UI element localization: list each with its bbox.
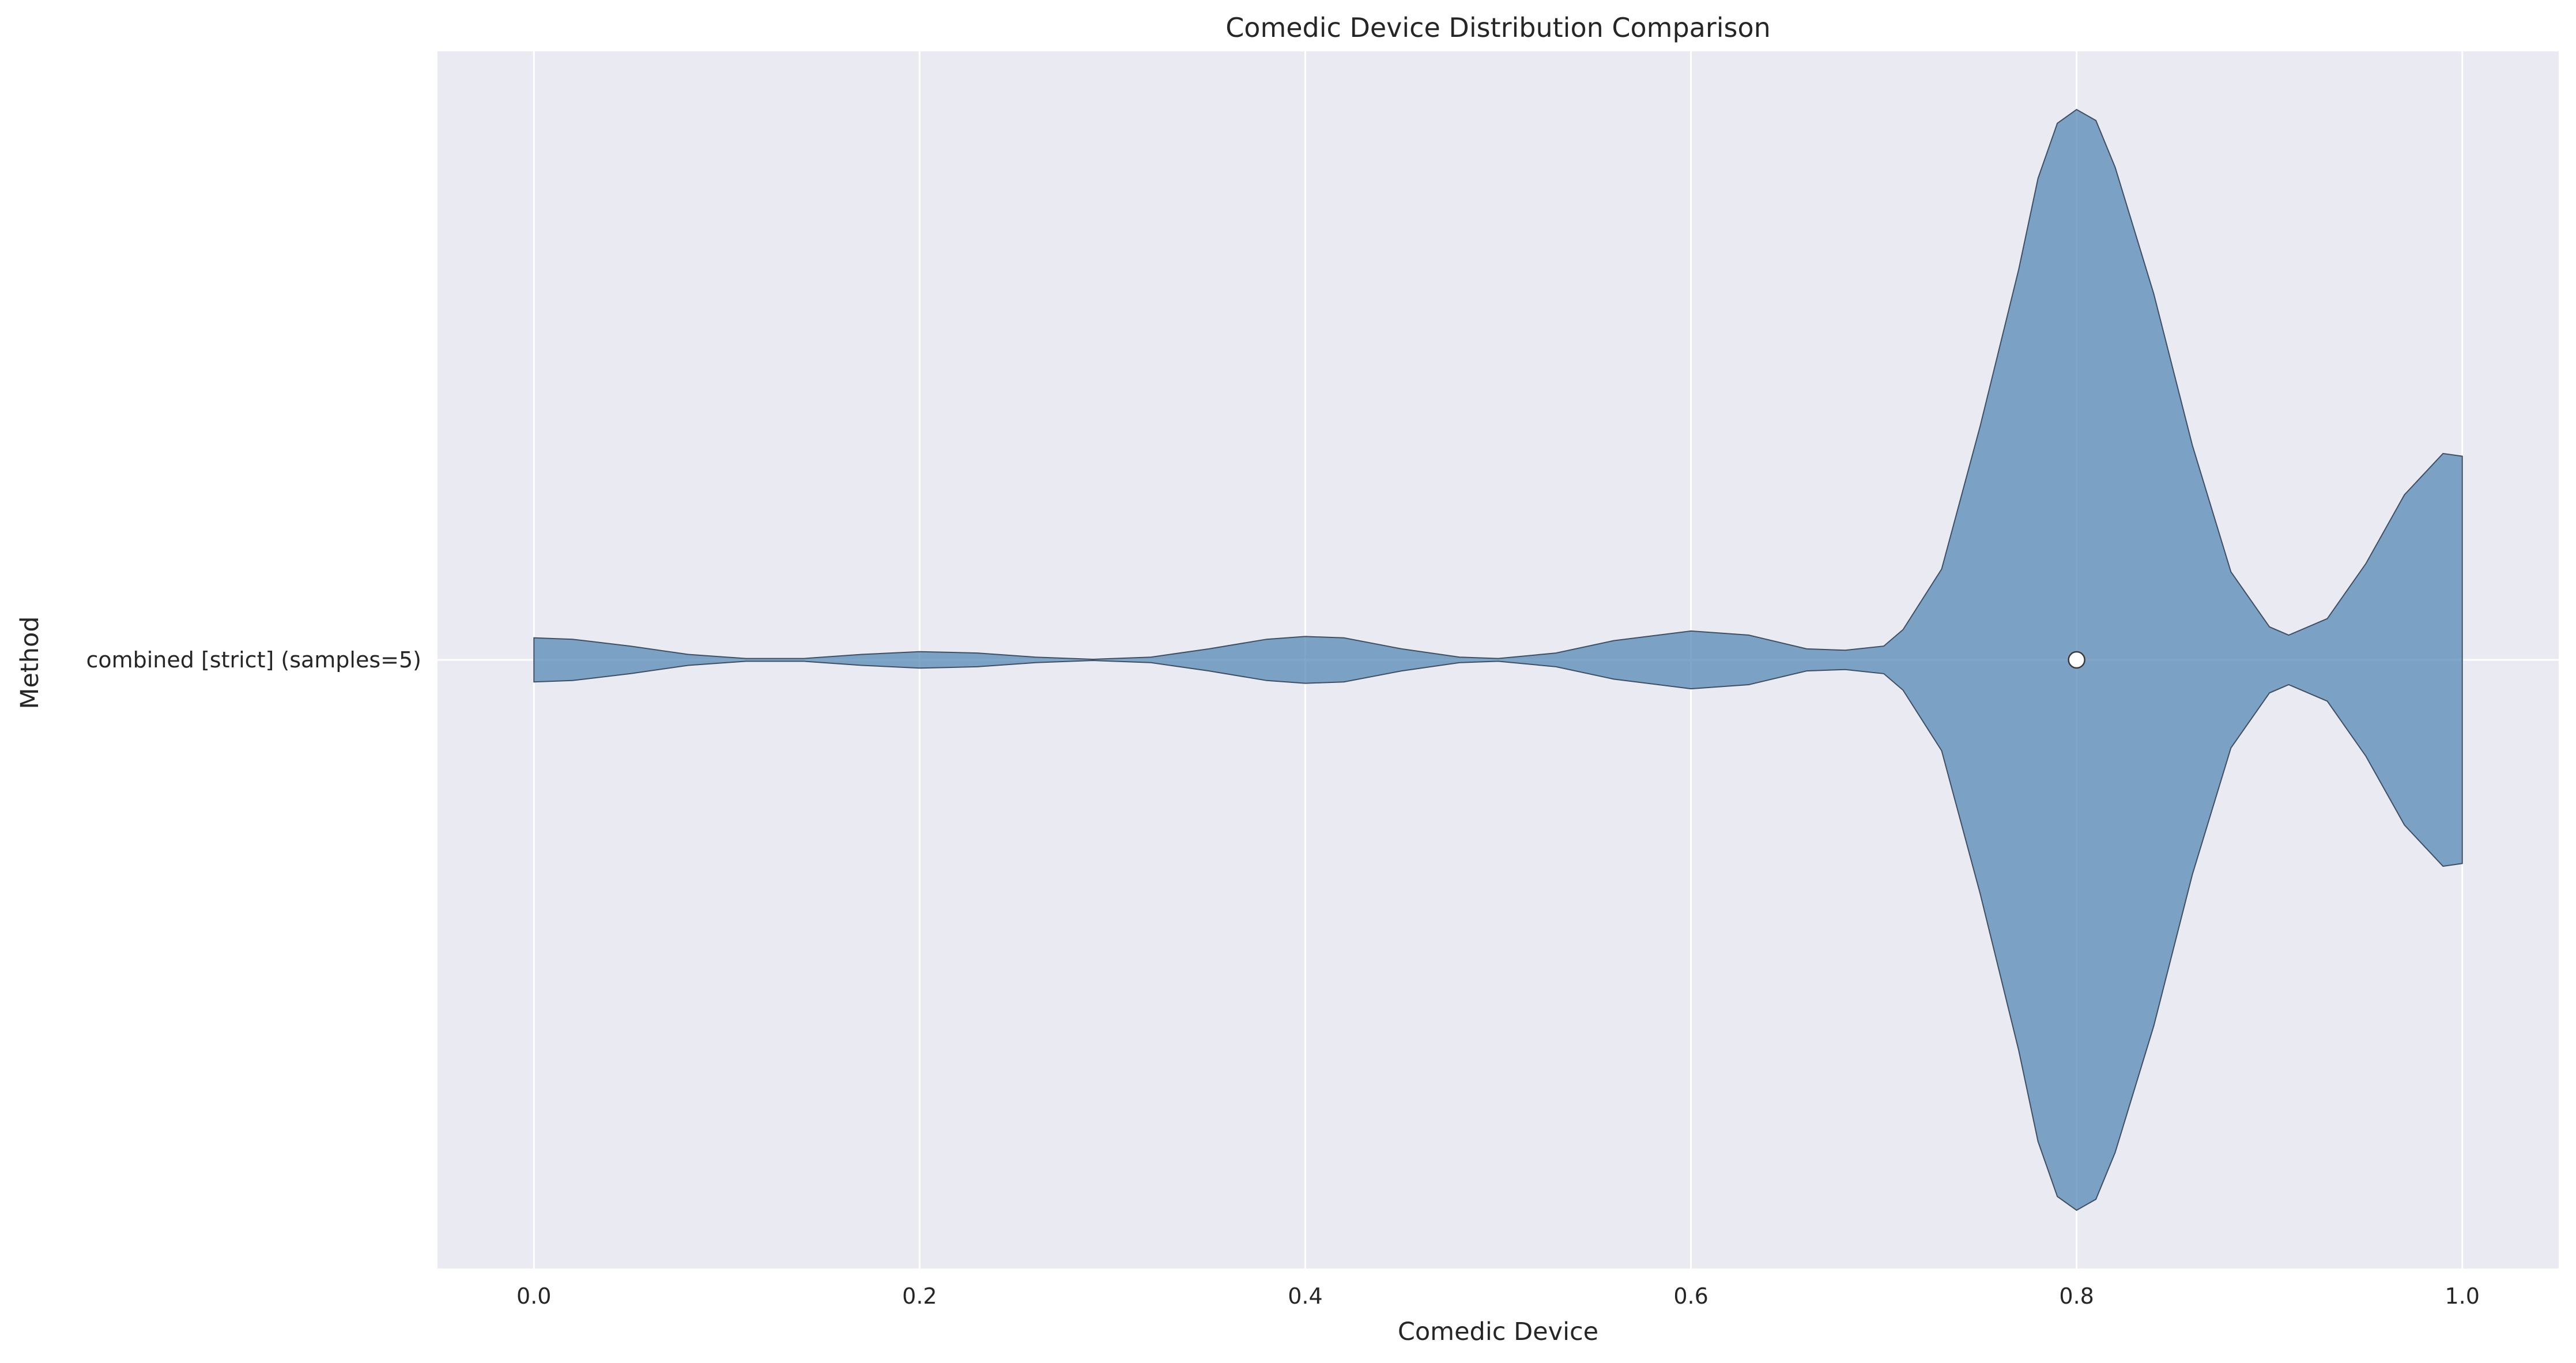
x-tick-label: 0.4	[1288, 1283, 1322, 1309]
median-marker	[2068, 651, 2085, 669]
x-ticks: 0.0 0.2 0.4 0.6 0.8 1.0	[516, 1283, 2480, 1309]
y-ticks: combined [strict] (samples=5)	[86, 647, 421, 673]
y-tick-label: combined [strict] (samples=5)	[86, 647, 421, 673]
chart-title: Comedic Device Distribution Comparison	[1225, 12, 1771, 43]
y-axis-label: Method	[16, 616, 44, 709]
violins	[533, 108, 2463, 1211]
x-tick-label: 0.2	[902, 1283, 937, 1309]
x-axis-label: Comedic Device	[1398, 1317, 1598, 1346]
violin-body	[533, 108, 2463, 1211]
x-tick-label: 0.0	[516, 1283, 551, 1309]
x-tick-label: 0.8	[2059, 1283, 2094, 1309]
x-tick-label: 0.6	[1673, 1283, 1708, 1309]
x-tick-label: 1.0	[2445, 1283, 2480, 1309]
